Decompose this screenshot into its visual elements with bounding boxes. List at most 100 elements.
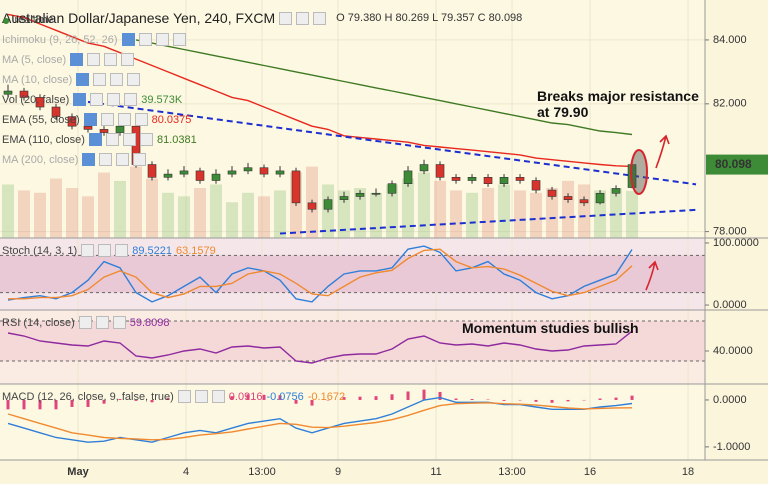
histogram-bar [54, 399, 58, 410]
icon [116, 153, 130, 166]
histogram-bar [630, 395, 634, 400]
histogram-bar [38, 399, 42, 410]
trendline [87, 100, 697, 186]
histogram-bar [150, 399, 154, 403]
title-row: Australian Dollar/Japanese Yen, 240, FXC… [2, 10, 522, 26]
icon [133, 153, 147, 166]
volume-bar [242, 192, 255, 238]
indicator-name: EMA (110, close) [2, 133, 85, 146]
histogram-bar [470, 399, 474, 400]
icon [155, 33, 169, 46]
candle-body [547, 189, 557, 197]
histogram-bar [86, 399, 90, 407]
candle-body [435, 164, 445, 178]
candle-body [579, 199, 589, 204]
indicator-value: 81.0381 [156, 133, 197, 146]
volume-bar [354, 188, 367, 238]
pane-title: Stoch (14, 3, 1) [2, 244, 78, 257]
candle-body [451, 177, 461, 181]
x-tick-label: 13:00 [498, 466, 526, 478]
pane-legend: RSI (14, close) 59.8098 [2, 316, 170, 329]
icon [100, 113, 114, 126]
indicator-value: -0.1672 [307, 390, 346, 403]
candle-body [259, 167, 269, 175]
icon [95, 316, 109, 329]
indicator-value: 0.0916 [228, 390, 263, 403]
icon [211, 390, 225, 403]
histogram-bar [118, 399, 122, 400]
icon [93, 73, 107, 86]
icon [107, 93, 121, 106]
pane-legend: Stoch (14, 3, 1) 89.5221 63.1579 [2, 244, 216, 257]
candle-body [403, 170, 413, 184]
x-tick-label: 4 [183, 466, 189, 478]
histogram-bar [342, 397, 346, 400]
indicator-line [7, 396, 633, 443]
histogram-bar [454, 398, 458, 400]
indicator-name: Ichimoku (9, 26, 52, 26) [2, 33, 118, 46]
status: ● realtime [2, 12, 702, 28]
candle-body [67, 116, 77, 127]
volume-bar [514, 190, 527, 238]
histogram-bar [438, 391, 442, 400]
icon [121, 33, 135, 46]
histogram-bar [534, 399, 538, 402]
icon [76, 73, 90, 86]
volume-bar [82, 196, 95, 238]
y-tick-label: -1.0000 [713, 441, 750, 453]
indicator-value: 39.573K [141, 93, 183, 106]
indicator-value: 59.8098 [129, 316, 170, 329]
x-tick-label: 9 [335, 466, 341, 478]
indicator-legend: MA (10, close) [2, 73, 141, 86]
x-tick-label: 18 [682, 466, 694, 478]
icon [99, 153, 113, 166]
y-tick-label: 82.000 [713, 98, 747, 110]
candle-body [611, 188, 621, 194]
candle-body [35, 97, 45, 108]
chart-title: Australian Dollar/Japanese Yen, 240, FXC… [2, 10, 276, 26]
volume-bar [338, 190, 351, 238]
indicator-name: MA (10, close) [2, 73, 73, 86]
histogram-bar [614, 397, 618, 400]
icon [194, 390, 208, 403]
histogram-bar [70, 399, 74, 407]
candle-body [179, 170, 189, 175]
indicator-legend: Vol (20, false) 39.573K [2, 93, 182, 106]
histogram-bar [566, 399, 570, 402]
highlight-circle [630, 149, 648, 195]
y-tick-label: 78.000 [713, 226, 747, 238]
icon [88, 133, 102, 146]
candle-body [531, 180, 541, 191]
volume-bar [450, 190, 463, 238]
icon [296, 11, 310, 25]
icon [70, 53, 84, 66]
indicator-legend: EMA (110, close) 81.0381 [2, 133, 197, 146]
arrow [645, 260, 659, 291]
icon [127, 73, 141, 86]
histogram-bar [502, 399, 506, 401]
indicator-legend: Ichimoku (9, 26, 52, 26) [2, 33, 186, 46]
icon [279, 11, 293, 25]
icon [105, 133, 119, 146]
volume-bar [578, 184, 591, 238]
candle-body [163, 173, 173, 178]
ema-line [135, 39, 633, 136]
histogram-bar [246, 394, 250, 400]
indicator-name: EMA (55, close) [2, 113, 80, 126]
icon [122, 133, 136, 146]
candle-body [83, 125, 93, 130]
volume-bar [34, 192, 47, 238]
candle-body [595, 192, 605, 204]
candle-body [387, 183, 397, 194]
y-tick-label: 100.0000 [713, 237, 759, 249]
icon [87, 53, 101, 66]
y-tick-label: 0.0000 [713, 299, 747, 311]
volume-bar [610, 188, 623, 238]
candle-body [275, 170, 285, 175]
volume-bar [274, 190, 287, 238]
volume-bar [2, 184, 15, 238]
candle-body [355, 192, 365, 197]
icon [78, 316, 92, 329]
icon [104, 53, 118, 66]
